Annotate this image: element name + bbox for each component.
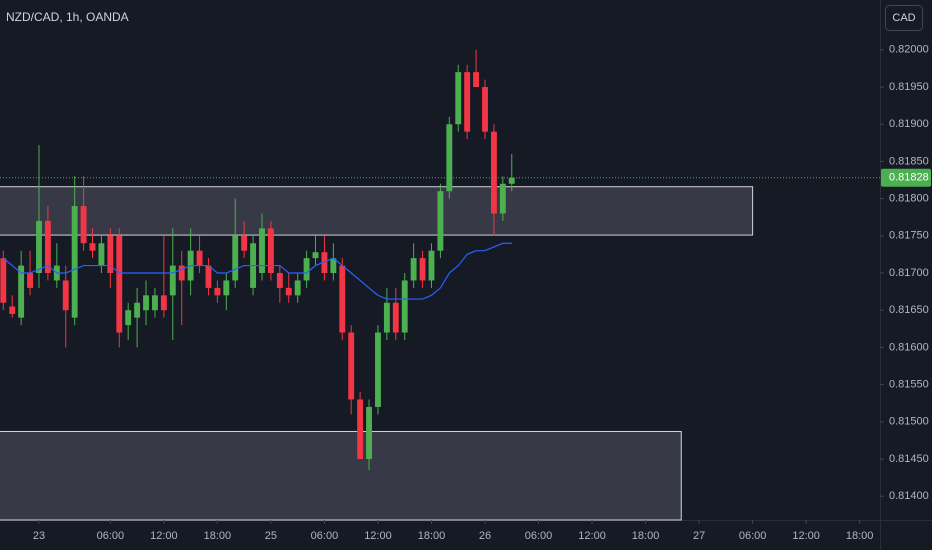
candle-body xyxy=(71,206,78,318)
candle-body xyxy=(321,252,328,274)
x-tick-label: 27 xyxy=(693,530,705,542)
candle-body xyxy=(152,295,158,311)
candle-body xyxy=(294,280,301,296)
zone xyxy=(0,430,682,521)
candle-body xyxy=(482,87,488,132)
candle-body xyxy=(160,295,167,311)
currency-button[interactable] xyxy=(885,5,923,31)
y-tick-label: 0.81500 xyxy=(889,416,929,428)
candle-body xyxy=(330,258,337,274)
candle-body xyxy=(214,287,221,296)
candle-body xyxy=(446,124,453,192)
candle-body xyxy=(169,265,176,296)
y-tick-label: 0.81950 xyxy=(889,81,929,93)
candle-body xyxy=(490,131,497,214)
candle-body xyxy=(232,235,239,281)
x-tick-label: 18:00 xyxy=(846,530,874,542)
candle-body xyxy=(143,295,149,311)
candle-body xyxy=(80,206,87,244)
x-tick-label: 06:00 xyxy=(97,530,125,542)
x-tick-label: 12:00 xyxy=(792,530,820,542)
x-tick-label: 06:00 xyxy=(525,530,553,542)
candle-body xyxy=(276,273,283,288)
candle-body xyxy=(125,310,132,326)
candle-body xyxy=(36,220,42,274)
candle-body xyxy=(116,235,123,333)
x-tick-label: 06:00 xyxy=(739,530,767,542)
y-tick-label: 0.81750 xyxy=(889,230,929,242)
x-tick-label: 18:00 xyxy=(204,530,232,542)
x-tick-label: 23 xyxy=(33,530,45,542)
candle-body xyxy=(455,72,462,125)
y-tick-label: 0.81400 xyxy=(889,490,929,502)
candle-body xyxy=(259,228,265,274)
candle-body xyxy=(375,332,381,407)
y-tick-label: 0.81600 xyxy=(889,341,929,353)
last-price-label: 0.81828 xyxy=(889,172,929,184)
candle-body xyxy=(241,235,248,251)
chart-title: NZD/CAD, 1h, OANDA xyxy=(6,10,129,24)
y-tick-label: 0.81800 xyxy=(889,193,929,205)
candle-body xyxy=(383,302,390,333)
candle-body xyxy=(205,265,212,288)
candle-body xyxy=(357,399,364,459)
candle-body xyxy=(62,280,69,311)
plot xyxy=(0,49,754,521)
y-tick-label: 0.81550 xyxy=(889,379,929,391)
candle-body xyxy=(27,273,34,288)
candle-body xyxy=(392,302,399,333)
candle-body xyxy=(303,258,310,281)
x-tick-label: 12:00 xyxy=(364,530,392,542)
candle-body xyxy=(508,177,515,184)
candle-body xyxy=(196,250,203,266)
candle-body xyxy=(419,258,426,281)
y-tick-label: 0.81850 xyxy=(889,155,929,167)
y-tick-label: 0.81700 xyxy=(889,267,929,279)
last-price-tag xyxy=(881,168,931,187)
candle-body xyxy=(339,265,346,333)
candle-body xyxy=(98,243,105,266)
x-tick-label: 26 xyxy=(479,530,491,542)
y-tick-label: 0.81900 xyxy=(889,118,929,130)
currency-label[interactable]: CAD xyxy=(892,12,915,24)
candle-body xyxy=(428,250,435,281)
candle-body xyxy=(44,220,51,274)
x-tick-label: 25 xyxy=(265,530,277,542)
x-tick-label: 12:00 xyxy=(578,530,606,542)
candle-body xyxy=(473,72,480,88)
candle-body xyxy=(107,235,114,274)
candle-body xyxy=(267,228,274,274)
candle-body xyxy=(18,265,25,318)
x-tick-label: 18:00 xyxy=(632,530,660,542)
candle-body xyxy=(499,183,506,214)
candle-body xyxy=(89,243,96,251)
candle-body xyxy=(366,406,372,459)
moving-average xyxy=(2,242,512,300)
y-tick-label: 0.81650 xyxy=(889,304,929,316)
candle-body xyxy=(410,258,417,281)
candle-body xyxy=(312,252,319,259)
candle-body xyxy=(437,191,444,251)
zone xyxy=(0,186,754,236)
x-tick-label: 18:00 xyxy=(418,530,446,542)
candle-body xyxy=(223,280,230,296)
candle-body xyxy=(0,258,7,303)
candle-body xyxy=(285,287,292,296)
x-tick-label: 12:00 xyxy=(150,530,178,542)
candle-body xyxy=(134,302,141,318)
candle-body xyxy=(401,280,408,333)
candle-body xyxy=(9,306,16,314)
candle-body xyxy=(348,332,355,400)
y-tick-label: 0.82000 xyxy=(889,44,929,56)
x-tick-label: 06:00 xyxy=(311,530,339,542)
y-tick-label: 0.81450 xyxy=(889,453,929,465)
candle-body xyxy=(464,72,471,132)
candle-body xyxy=(178,265,185,281)
